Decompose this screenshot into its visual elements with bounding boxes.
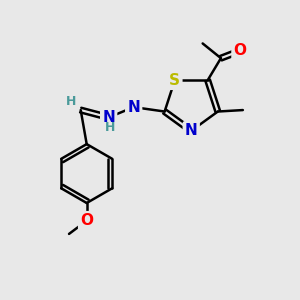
- Text: O: O: [80, 213, 93, 228]
- Text: S: S: [169, 73, 180, 88]
- Text: N: N: [102, 110, 115, 125]
- Text: N: N: [127, 100, 140, 115]
- Text: H: H: [105, 121, 115, 134]
- Text: N: N: [185, 123, 198, 138]
- Text: O: O: [234, 43, 247, 58]
- Text: H: H: [66, 95, 76, 108]
